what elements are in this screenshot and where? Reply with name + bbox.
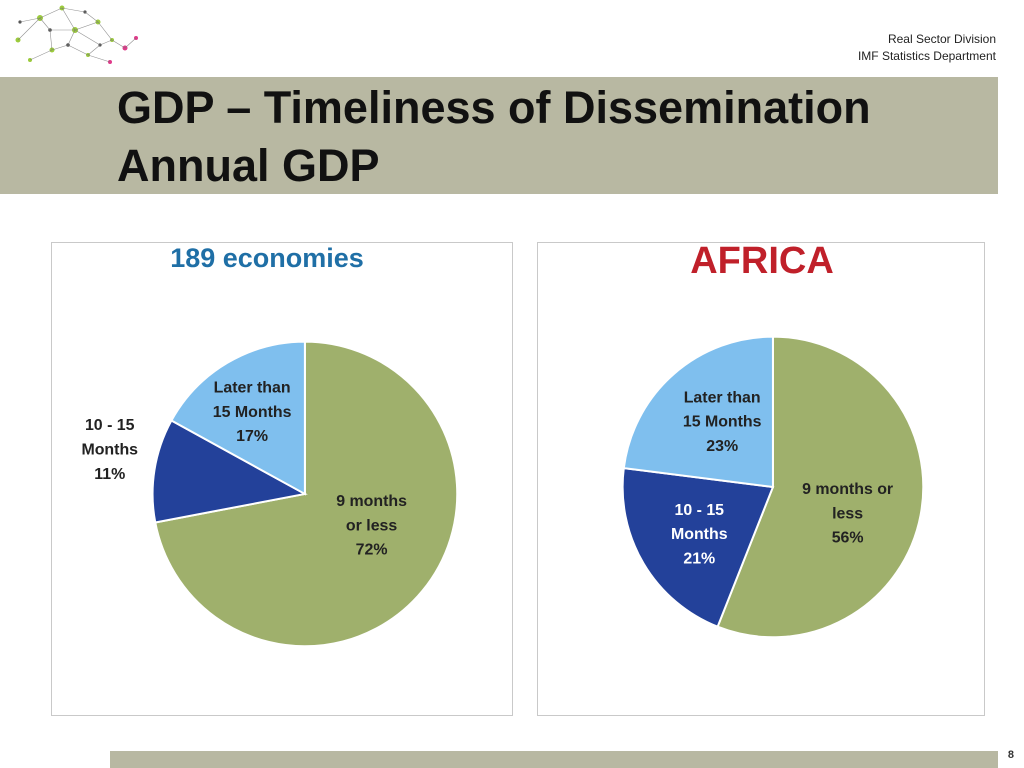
organization-header: Real Sector Division IMF Statistics Depa… xyxy=(858,31,996,65)
data-label-line-global-10-15-0: 10 - 15 xyxy=(85,417,135,434)
division-name: Real Sector Division xyxy=(887,32,996,46)
data-label-line-africa-later15-2: 23% xyxy=(706,438,738,455)
chart-panel-africa: AFRICA 9 months or less 56% 10 - 15 Months 21… xyxy=(537,240,985,716)
department-name: IMF Statistics Department xyxy=(857,49,996,63)
data-label-line-global-9m-2: 72% xyxy=(356,542,388,559)
pie-slice-global-later15 xyxy=(170,340,306,496)
data-label-line-global-later15-1: 15 Months xyxy=(213,404,292,421)
title-band xyxy=(0,77,998,194)
data-label-line-africa-later15-0: Later than xyxy=(684,389,761,406)
data-label-line-africa-10-15-0: 10 - 15 xyxy=(675,502,725,519)
pie-chart-global: 9 months or less 72% 10 - 15 Months 11% Later … xyxy=(81,340,459,648)
data-label-line-africa-10-15-2: 21% xyxy=(683,551,715,568)
data-label-africa-9m: 9 months or less 56% xyxy=(802,481,893,547)
page-number: 8 xyxy=(1007,749,1014,761)
data-label-africa-later15: Later than 15 Months 23% xyxy=(683,389,762,455)
data-label-line-africa-10-15-1: Months xyxy=(671,526,728,543)
network-logo-icon xyxy=(15,5,138,64)
data-label-line-global-9m-0: 9 months xyxy=(336,493,407,510)
slide-title-line-1: GDP – Timeliness of Dissemination xyxy=(117,82,871,133)
chart-title-global: 189 economies xyxy=(170,243,364,273)
data-label-global-10-15: 10 - 15 Months 11% xyxy=(81,417,138,483)
data-label-global-9m: 9 months or less 72% xyxy=(336,493,407,559)
pie-slice-global-10-15 xyxy=(151,419,308,524)
data-label-line-africa-9m-1: less xyxy=(832,505,863,522)
chart-title-africa: AFRICA xyxy=(690,240,834,282)
data-label-line-africa-9m-0: 9 months or xyxy=(802,481,893,498)
data-label-africa-10-15: 10 - 15 Months 21% xyxy=(671,502,728,568)
data-label-line-africa-later15-1: 15 Months xyxy=(683,414,762,431)
data-label-global-later15: Later than 15 Months 17% xyxy=(213,379,292,445)
footer-band xyxy=(110,751,998,768)
data-label-line-global-10-15-2: 11% xyxy=(94,466,125,483)
data-label-line-global-later15-2: 17% xyxy=(236,428,268,445)
data-label-line-africa-9m-2: 56% xyxy=(832,530,864,547)
data-label-line-global-later15-0: Later than xyxy=(214,379,291,396)
pie-chart-africa: 9 months or less 56% 10 - 15 Months 21% Later … xyxy=(621,335,925,639)
chart-panel-global: 189 economies 9 months or less 72% 10 - 15 M… xyxy=(51,242,513,716)
pie-slice-africa-later15 xyxy=(622,335,774,489)
slide-title-line-2: Annual GDP xyxy=(117,140,380,191)
data-label-line-global-9m-1: or less xyxy=(346,517,397,534)
pie-slice-africa-10-15 xyxy=(621,467,775,629)
data-label-line-global-10-15-1: Months xyxy=(81,442,138,459)
pie-slice-africa-9m xyxy=(716,335,925,639)
